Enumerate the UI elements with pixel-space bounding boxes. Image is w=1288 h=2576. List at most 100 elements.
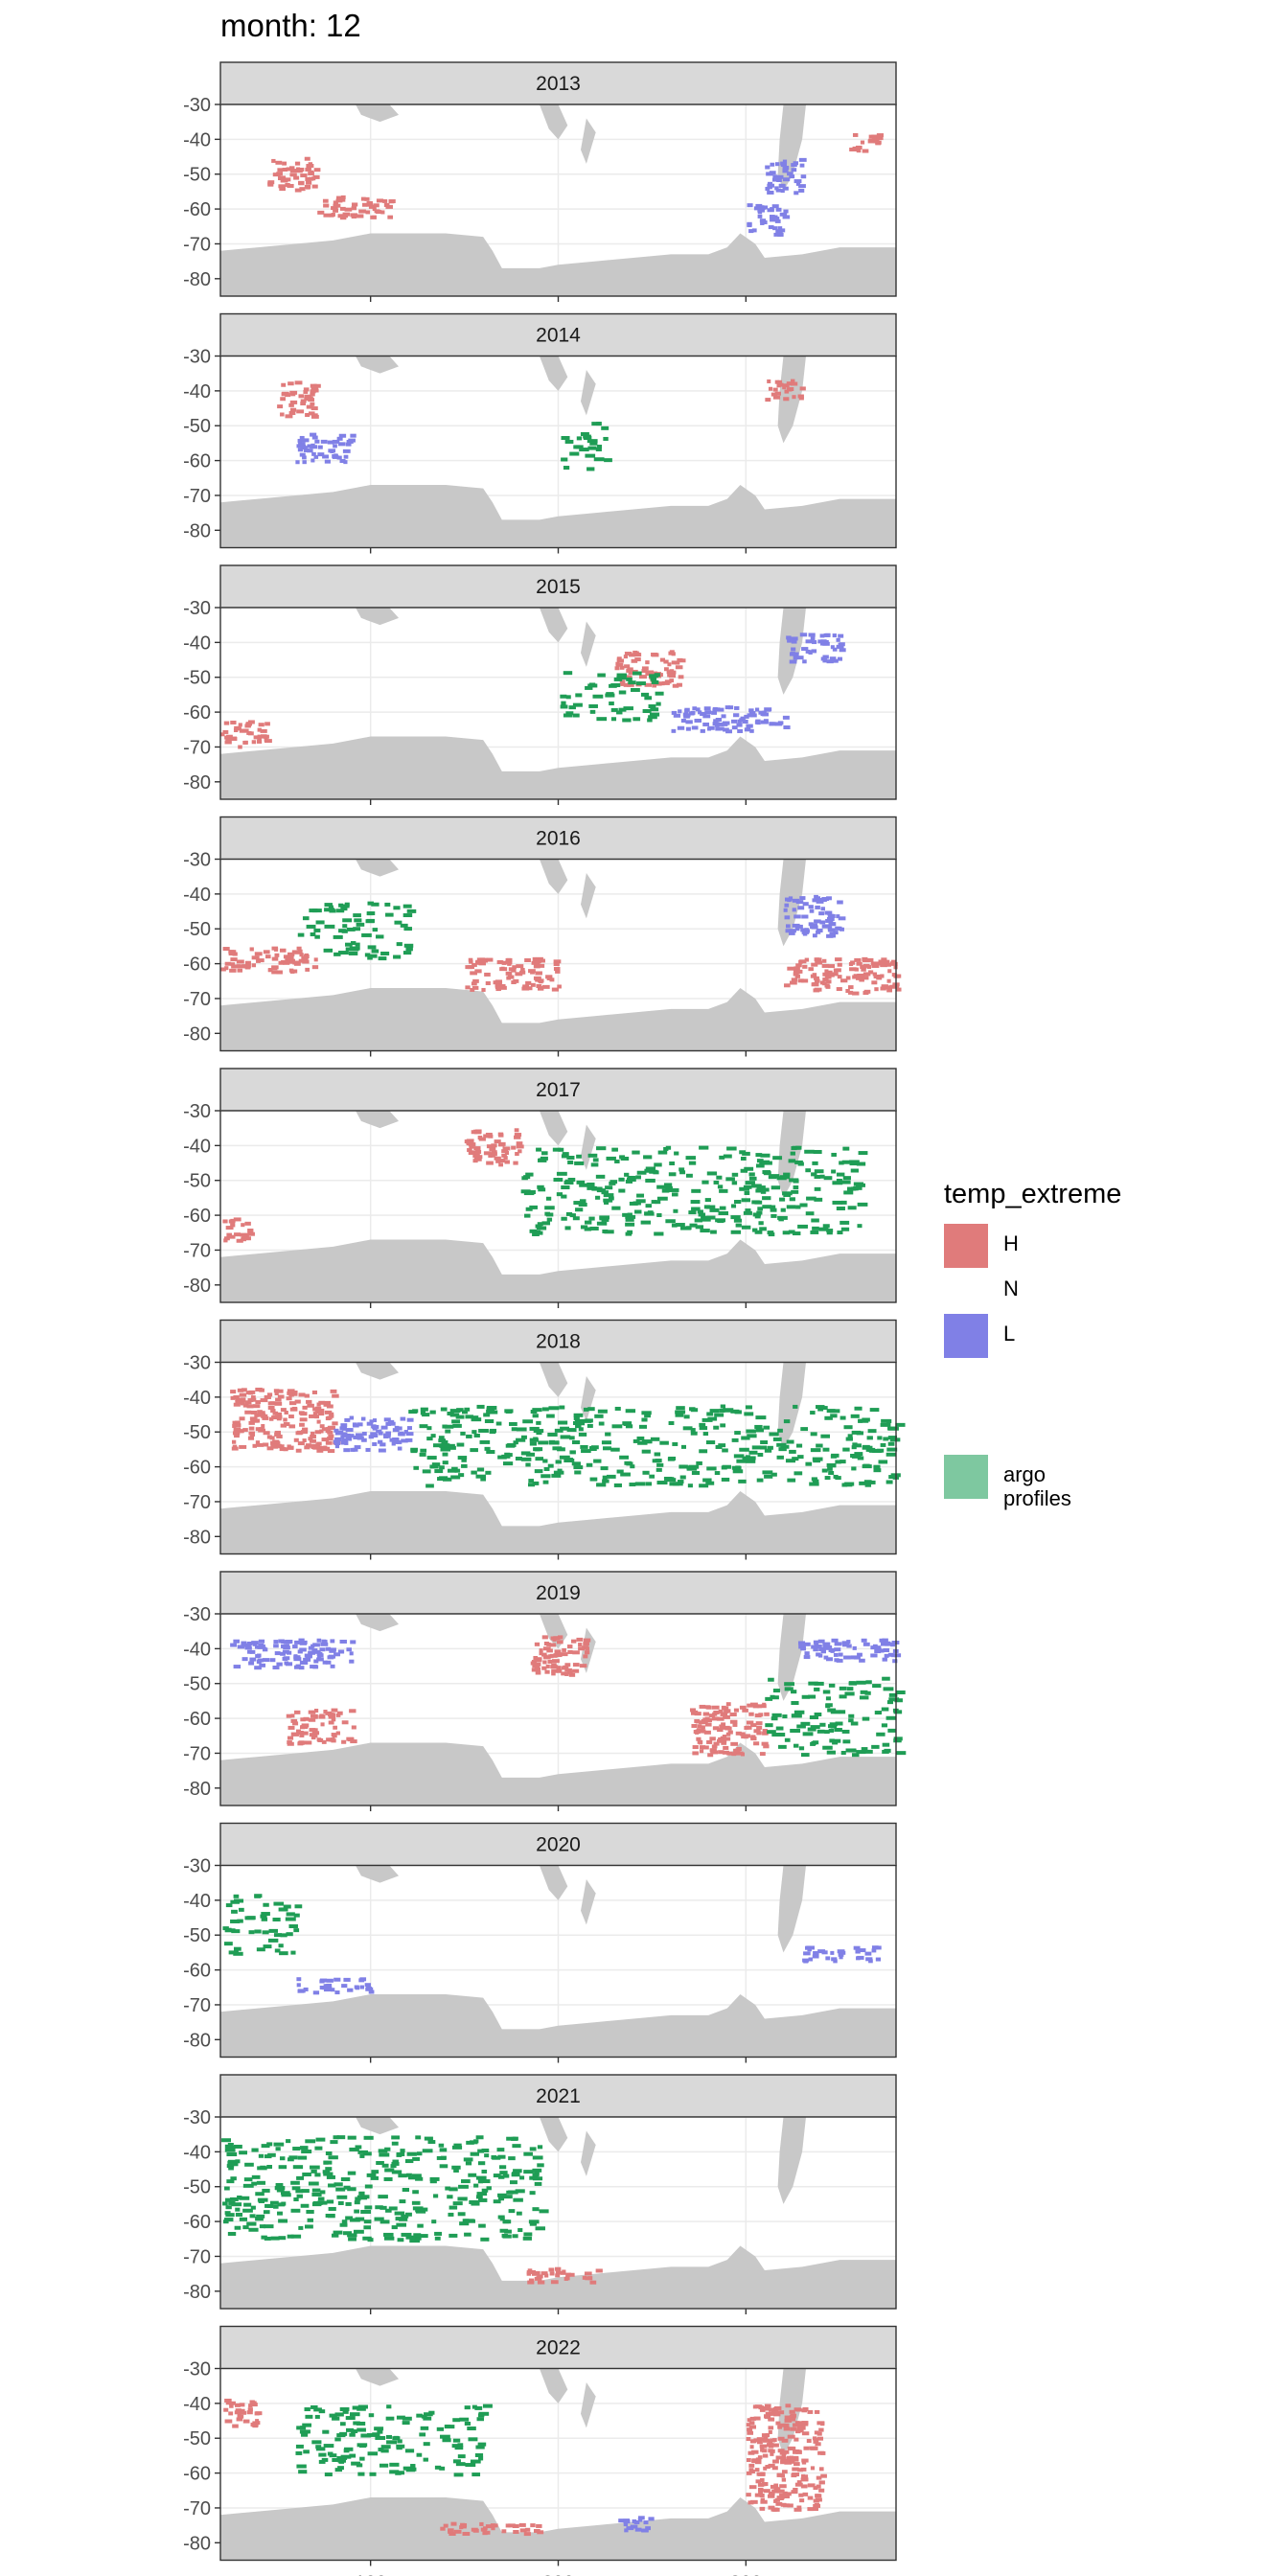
cell-h [257,736,262,741]
cell-h [333,200,338,205]
cell-argo [585,453,596,458]
cell-argo [513,1440,518,1445]
cell-argo [356,2195,363,2199]
cell-l [865,1957,873,1962]
cell-argo [464,2421,472,2426]
cell-argo [810,1432,817,1437]
cell-argo [597,1409,608,1414]
cell-argo [352,2405,360,2410]
cell-l [802,659,807,664]
cell-h [553,959,562,964]
cell-argo [739,1447,749,1452]
cell-argo [717,1184,724,1189]
cell-h [230,736,238,741]
cell-argo [280,2191,290,2196]
cell-l [783,908,788,912]
cell-h [813,2503,821,2508]
cell-l [304,1653,310,1658]
cell-h [533,1655,539,1660]
cell-l [341,1438,348,1443]
cell-l [760,712,766,717]
cell-h [862,149,869,153]
cell-argo [315,2447,326,2451]
cell-argo [416,2413,423,2418]
cell-l [731,725,738,730]
cell-h [289,400,298,404]
cell-l [387,1419,395,1424]
cell-argo [731,1181,738,1185]
cell-l [795,181,801,186]
cell-l [405,1438,413,1442]
cell-argo [609,1196,614,1201]
cell-argo [461,2179,471,2184]
cell-argo [755,1188,762,1193]
cell-h [294,1399,301,1404]
cell-h [826,979,832,984]
cell-h [769,2407,776,2412]
cell-l [296,1977,302,1982]
cell-argo [293,1913,300,1918]
cell-h [797,2421,805,2426]
cell-argo [730,1230,742,1234]
cell-argo [696,1460,702,1465]
landmass-2 [581,370,596,416]
cell-l [365,1447,371,1452]
cell-h [557,1635,564,1640]
cell-argo [564,1458,573,1462]
cell-h [313,1708,319,1713]
cell-argo [301,2150,312,2154]
cell-argo [542,1480,549,1484]
cell-argo [454,2446,464,2450]
cell-argo [290,2180,300,2185]
cell-argo [648,715,657,720]
cell-argo [638,1424,648,1429]
cell-h [645,672,650,677]
cell-argo [226,2152,238,2157]
cell-argo [450,1475,461,1480]
y-tick-label: -30 [183,347,211,368]
cell-argo [848,1748,857,1753]
cell-h [750,1723,757,1728]
y-tick-label: -70 [183,234,211,255]
cell-l [340,1440,348,1445]
cell-h [294,380,303,385]
cell-h [223,2407,229,2412]
landmass-2 [581,2130,596,2176]
cell-h [859,978,864,982]
cell-h [537,1657,542,1662]
cell-h [881,984,888,989]
cell-h [503,1156,508,1161]
cell-h [854,957,862,962]
cell-h [727,1730,733,1735]
cell-argo [528,2220,540,2224]
cell-argo [705,1205,716,1209]
cell-h [787,2455,792,2460]
cell-h [335,1713,341,1717]
cell-argo [593,457,605,462]
cell-argo [396,2415,405,2420]
cell-argo [314,934,320,939]
cell-argo [565,1211,573,1216]
cell-argo [880,1442,886,1447]
cell-l [791,639,797,644]
cell-h [233,1217,242,1222]
landmass-1 [539,2117,568,2152]
cell-h [816,2484,821,2489]
cell-argo [822,1224,830,1229]
cell-argo [341,2220,348,2224]
cell-argo [606,693,615,698]
cell-argo [690,1200,701,1205]
cell-h [472,2528,479,2533]
y-tick-label: -30 [183,850,211,871]
cell-argo [321,2457,329,2462]
cell-h [274,953,280,957]
cell-l [694,718,702,723]
cell-argo [703,1205,711,1209]
cell-argo [440,2434,450,2439]
cell-l [799,896,806,901]
cell-h [474,969,482,974]
cell-argo [376,2161,384,2166]
cell-argo [478,1428,489,1433]
cell-argo [532,1231,540,1236]
cell-argo [877,1436,883,1440]
